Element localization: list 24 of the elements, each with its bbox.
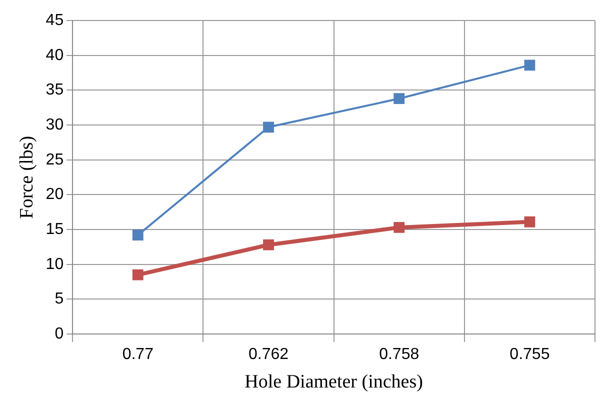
point [132, 230, 144, 241]
point [263, 239, 274, 250]
x-tick-label: 0.77 [122, 346, 154, 364]
point [263, 122, 274, 133]
y-tick-label: 15 [46, 220, 64, 238]
y-tick-label: 25 [46, 151, 64, 168]
y-tick-label: 10 [46, 256, 64, 273]
x-axis-title: Hole Diameter (inches) [244, 372, 423, 393]
y-tick-label: 20 [46, 186, 64, 204]
point [132, 269, 144, 280]
y-tick-label: 45 [46, 12, 64, 30]
point [524, 60, 536, 71]
point [394, 93, 405, 104]
x-tick-label: 0.755 [510, 346, 550, 364]
x-tick-label: 0.758 [379, 346, 420, 364]
point [394, 222, 405, 233]
y-tick-label: 5 [54, 290, 64, 308]
y-tick-label: 35 [46, 82, 64, 99]
y-axis-title: Force (lbs) [16, 136, 38, 219]
point [524, 216, 536, 228]
y-tick-label: 0 [54, 325, 64, 342]
y-tick-label: 30 [46, 116, 64, 134]
x-tick-label: 0.762 [248, 346, 289, 364]
y-tick-label: 40 [46, 46, 64, 64]
